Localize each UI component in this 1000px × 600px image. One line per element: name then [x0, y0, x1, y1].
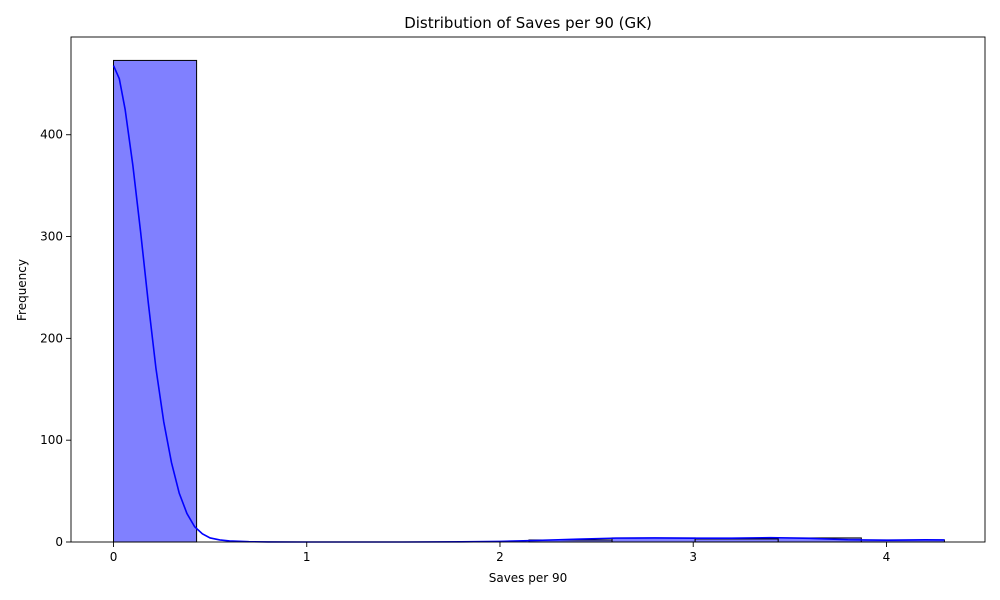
y-tick-label: 0 [55, 535, 63, 549]
x-tick-label: 4 [883, 550, 891, 564]
y-tick-label: 300 [40, 230, 63, 244]
x-tick-label: 1 [303, 550, 311, 564]
y-tick-label: 200 [40, 331, 63, 345]
y-axis-ticks: 0 100 200 300 400 [40, 128, 71, 549]
x-axis-label: Saves per 90 [489, 571, 568, 585]
histogram-bar [694, 538, 779, 543]
plot-frame [70, 36, 986, 543]
chart-title: Distribution of Saves per 90 (GK) [404, 14, 652, 32]
y-axis-label: Frequency [15, 259, 29, 321]
x-tick-label: 2 [496, 550, 504, 564]
y-tick-label: 100 [40, 433, 63, 447]
x-axis-ticks: 0 1 2 3 4 [110, 542, 891, 564]
kde-curve [112, 65, 945, 543]
histogram-bar [113, 59, 198, 543]
histogram-bars [113, 59, 945, 543]
x-tick-label: 0 [110, 550, 118, 564]
y-tick-label: 400 [40, 128, 63, 142]
x-tick-label: 3 [689, 550, 697, 564]
